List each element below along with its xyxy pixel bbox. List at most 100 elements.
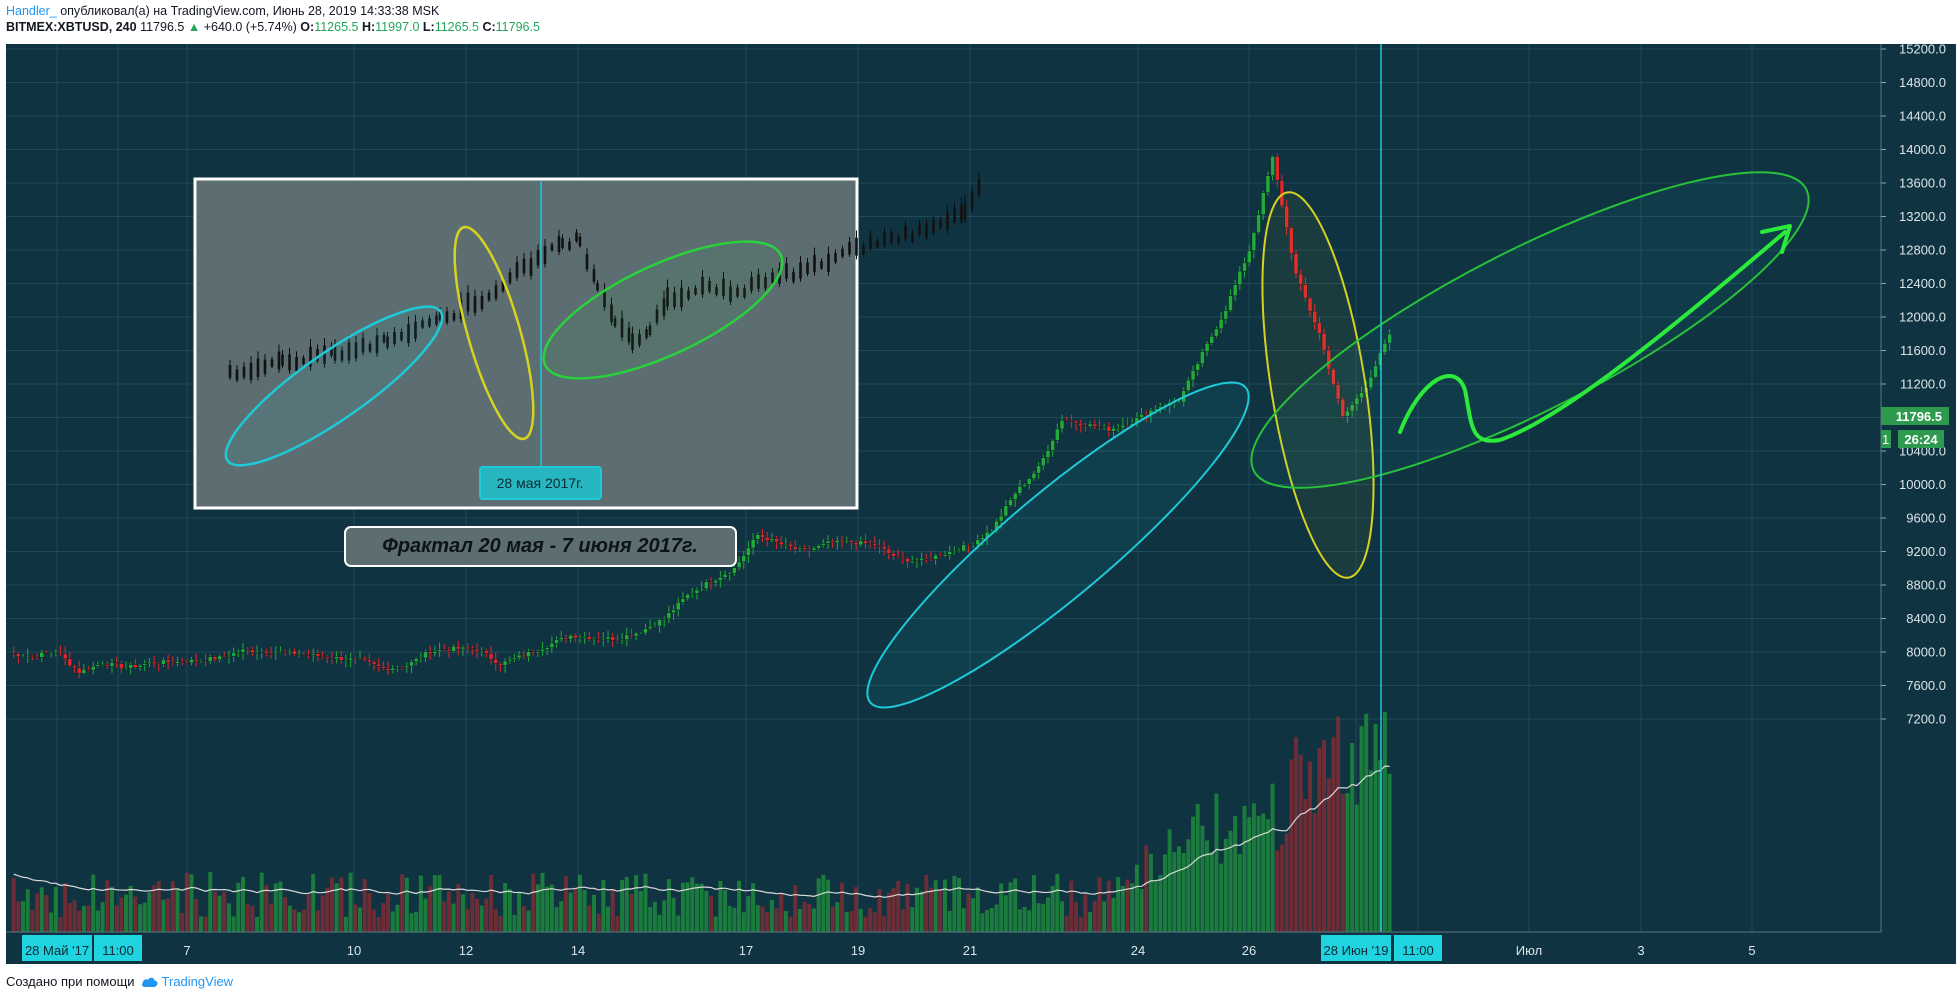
inset-candle xyxy=(862,245,865,254)
candle xyxy=(470,648,475,650)
inset-fractal[interactable]: 28 мая 2017г. xyxy=(193,172,981,510)
candle xyxy=(1359,392,1364,399)
candle xyxy=(357,657,363,660)
candle xyxy=(1026,478,1032,485)
volume-bar xyxy=(212,891,217,932)
inset-candle xyxy=(578,236,582,246)
volume-bar xyxy=(1092,900,1097,932)
candle xyxy=(413,658,419,662)
candle xyxy=(250,649,255,653)
candle xyxy=(895,556,901,558)
inset-candle xyxy=(393,331,396,345)
candle xyxy=(1036,465,1041,474)
volume-bar xyxy=(311,874,316,932)
volume-ma-line xyxy=(13,765,1390,898)
inset-candle xyxy=(235,369,239,381)
volume-bar xyxy=(259,872,264,932)
projection-arrow[interactable] xyxy=(1398,230,1787,443)
volume-bar xyxy=(1294,737,1298,932)
volume-bar xyxy=(1364,713,1369,932)
cyan-ellipse[interactable] xyxy=(837,348,1279,743)
volume-bar xyxy=(292,909,297,932)
candle xyxy=(821,543,826,546)
volume-bar xyxy=(152,885,157,932)
candle xyxy=(306,654,311,656)
inset-candle xyxy=(736,287,739,297)
symbol-label[interactable]: BITMEX:XBTUSD, 240 xyxy=(6,20,137,34)
volume-bar xyxy=(147,892,152,932)
candle xyxy=(666,612,672,619)
time-tick-label: 3 xyxy=(1637,943,1644,958)
candle xyxy=(1298,273,1303,285)
volume-bar xyxy=(35,893,40,932)
volume-bar xyxy=(994,904,999,932)
volume-bar xyxy=(95,910,100,932)
green-ellipse[interactable] xyxy=(1217,118,1842,542)
volume-bar xyxy=(1223,838,1228,932)
time-badge xyxy=(1321,935,1391,961)
volume-bar xyxy=(1106,880,1111,932)
time-scale[interactable] xyxy=(6,932,1956,964)
volume-bar xyxy=(545,886,550,932)
inset-candle xyxy=(883,232,886,246)
inset-candle xyxy=(568,241,571,250)
drawings[interactable] xyxy=(837,118,1843,742)
price-scale[interactable] xyxy=(1881,44,1956,932)
inset-candle xyxy=(421,320,424,328)
candle xyxy=(30,655,35,658)
fractal-label-box[interactable] xyxy=(344,526,737,567)
candle xyxy=(320,655,325,658)
candle xyxy=(568,635,573,640)
candle xyxy=(212,656,218,660)
candle xyxy=(933,555,938,560)
inset-candle xyxy=(522,258,526,274)
candle xyxy=(690,593,695,595)
volume-bar xyxy=(432,875,437,932)
volume-bar xyxy=(999,883,1004,932)
volume-bar xyxy=(1055,873,1060,932)
volume-bar xyxy=(1064,915,1069,932)
candle xyxy=(778,541,784,546)
inset-candle xyxy=(855,237,858,256)
yellow-ellipse[interactable] xyxy=(1241,185,1395,585)
volume-bar xyxy=(161,899,166,932)
candle xyxy=(980,537,985,541)
volume-bar xyxy=(690,877,695,932)
candle xyxy=(236,652,241,654)
volume-bar xyxy=(1148,853,1153,932)
candle xyxy=(1153,408,1158,411)
volume-bar xyxy=(58,916,63,932)
candle xyxy=(109,662,115,667)
volume-bar xyxy=(1017,909,1022,932)
candle xyxy=(671,609,676,613)
inset-yellow-ellipse xyxy=(453,225,535,441)
low-value: 11265.5 xyxy=(434,20,479,34)
volume-bar xyxy=(1354,804,1359,932)
price-tick-label: 12800.0 xyxy=(1899,243,1946,258)
candle xyxy=(1317,322,1322,334)
price-chart[interactable]: 28 мая 2017г. Фрактал 20 мая - 7 июня 20… xyxy=(0,0,1956,970)
volume-bar xyxy=(334,883,339,932)
tradingview-logo[interactable]: TradingView xyxy=(141,974,233,989)
candle xyxy=(198,660,204,662)
volume-bar xyxy=(971,898,976,932)
volume-bar xyxy=(400,874,405,932)
inset-candle xyxy=(820,261,823,269)
time-scale-labels: 28 Май '17 11:00 7 10 12 14 17 19 21 24 26 28 Июн '… xyxy=(22,935,1756,961)
volume-bar xyxy=(1027,910,1032,932)
candle xyxy=(629,634,634,637)
volume-bar xyxy=(1022,906,1027,932)
volume-bar xyxy=(301,909,306,932)
price-change: +640.0 (+5.74%) xyxy=(203,20,297,34)
candle xyxy=(704,581,709,589)
volume-bar xyxy=(77,910,82,932)
inset-candle xyxy=(361,338,365,353)
volume-bar xyxy=(503,882,508,932)
volume-bar xyxy=(479,905,484,932)
author-link[interactable]: Handler_ xyxy=(6,4,57,18)
inset-candle xyxy=(263,359,267,374)
volume-bar xyxy=(741,912,746,932)
volume-bar xyxy=(315,910,320,932)
volume-bar xyxy=(540,872,545,932)
time-tick-label: 21 xyxy=(963,943,977,958)
